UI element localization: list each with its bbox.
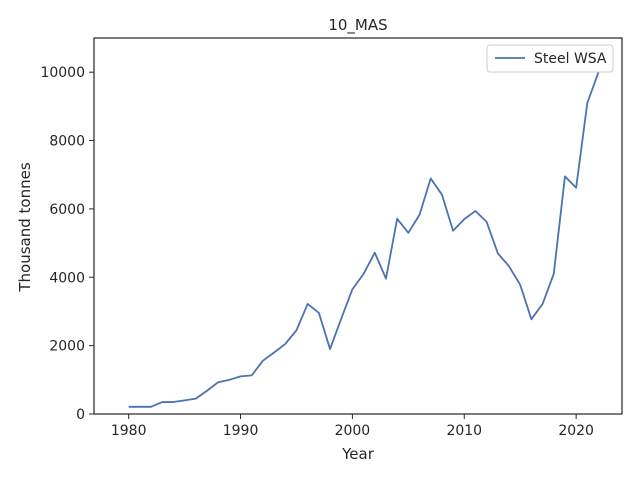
y-axis-label: Thousand tonnes (16, 162, 34, 292)
x-tick-label: 2000 (335, 423, 371, 439)
y-tick-label: 10000 (40, 65, 85, 81)
x-axis-label: Year (341, 445, 375, 463)
y-axis: 0 2000 4000 6000 8000 10000 (40, 65, 94, 423)
plot-frame (93, 37, 623, 415)
y-tick-label: 0 (76, 407, 85, 423)
y-tick-label: 4000 (49, 270, 85, 286)
x-tick-label: 2020 (558, 423, 594, 439)
y-tick-label: 2000 (49, 339, 85, 355)
plot-area (128, 71, 600, 408)
legend: Steel WSA (486, 44, 614, 73)
x-tick-label: 1980 (111, 423, 147, 439)
legend-box (486, 44, 614, 73)
legend-label-steel-wsa: Steel WSA (534, 51, 607, 67)
chart-title: 10_MAS (328, 16, 387, 35)
series-line-steel-wsa (128, 71, 600, 408)
x-axis: 1980 1990 2000 2010 2020 (111, 414, 594, 439)
y-tick-label: 8000 (49, 134, 85, 150)
x-tick-label: 2010 (446, 423, 482, 439)
x-tick-label: 1990 (223, 423, 259, 439)
y-tick-label: 6000 (49, 202, 85, 218)
